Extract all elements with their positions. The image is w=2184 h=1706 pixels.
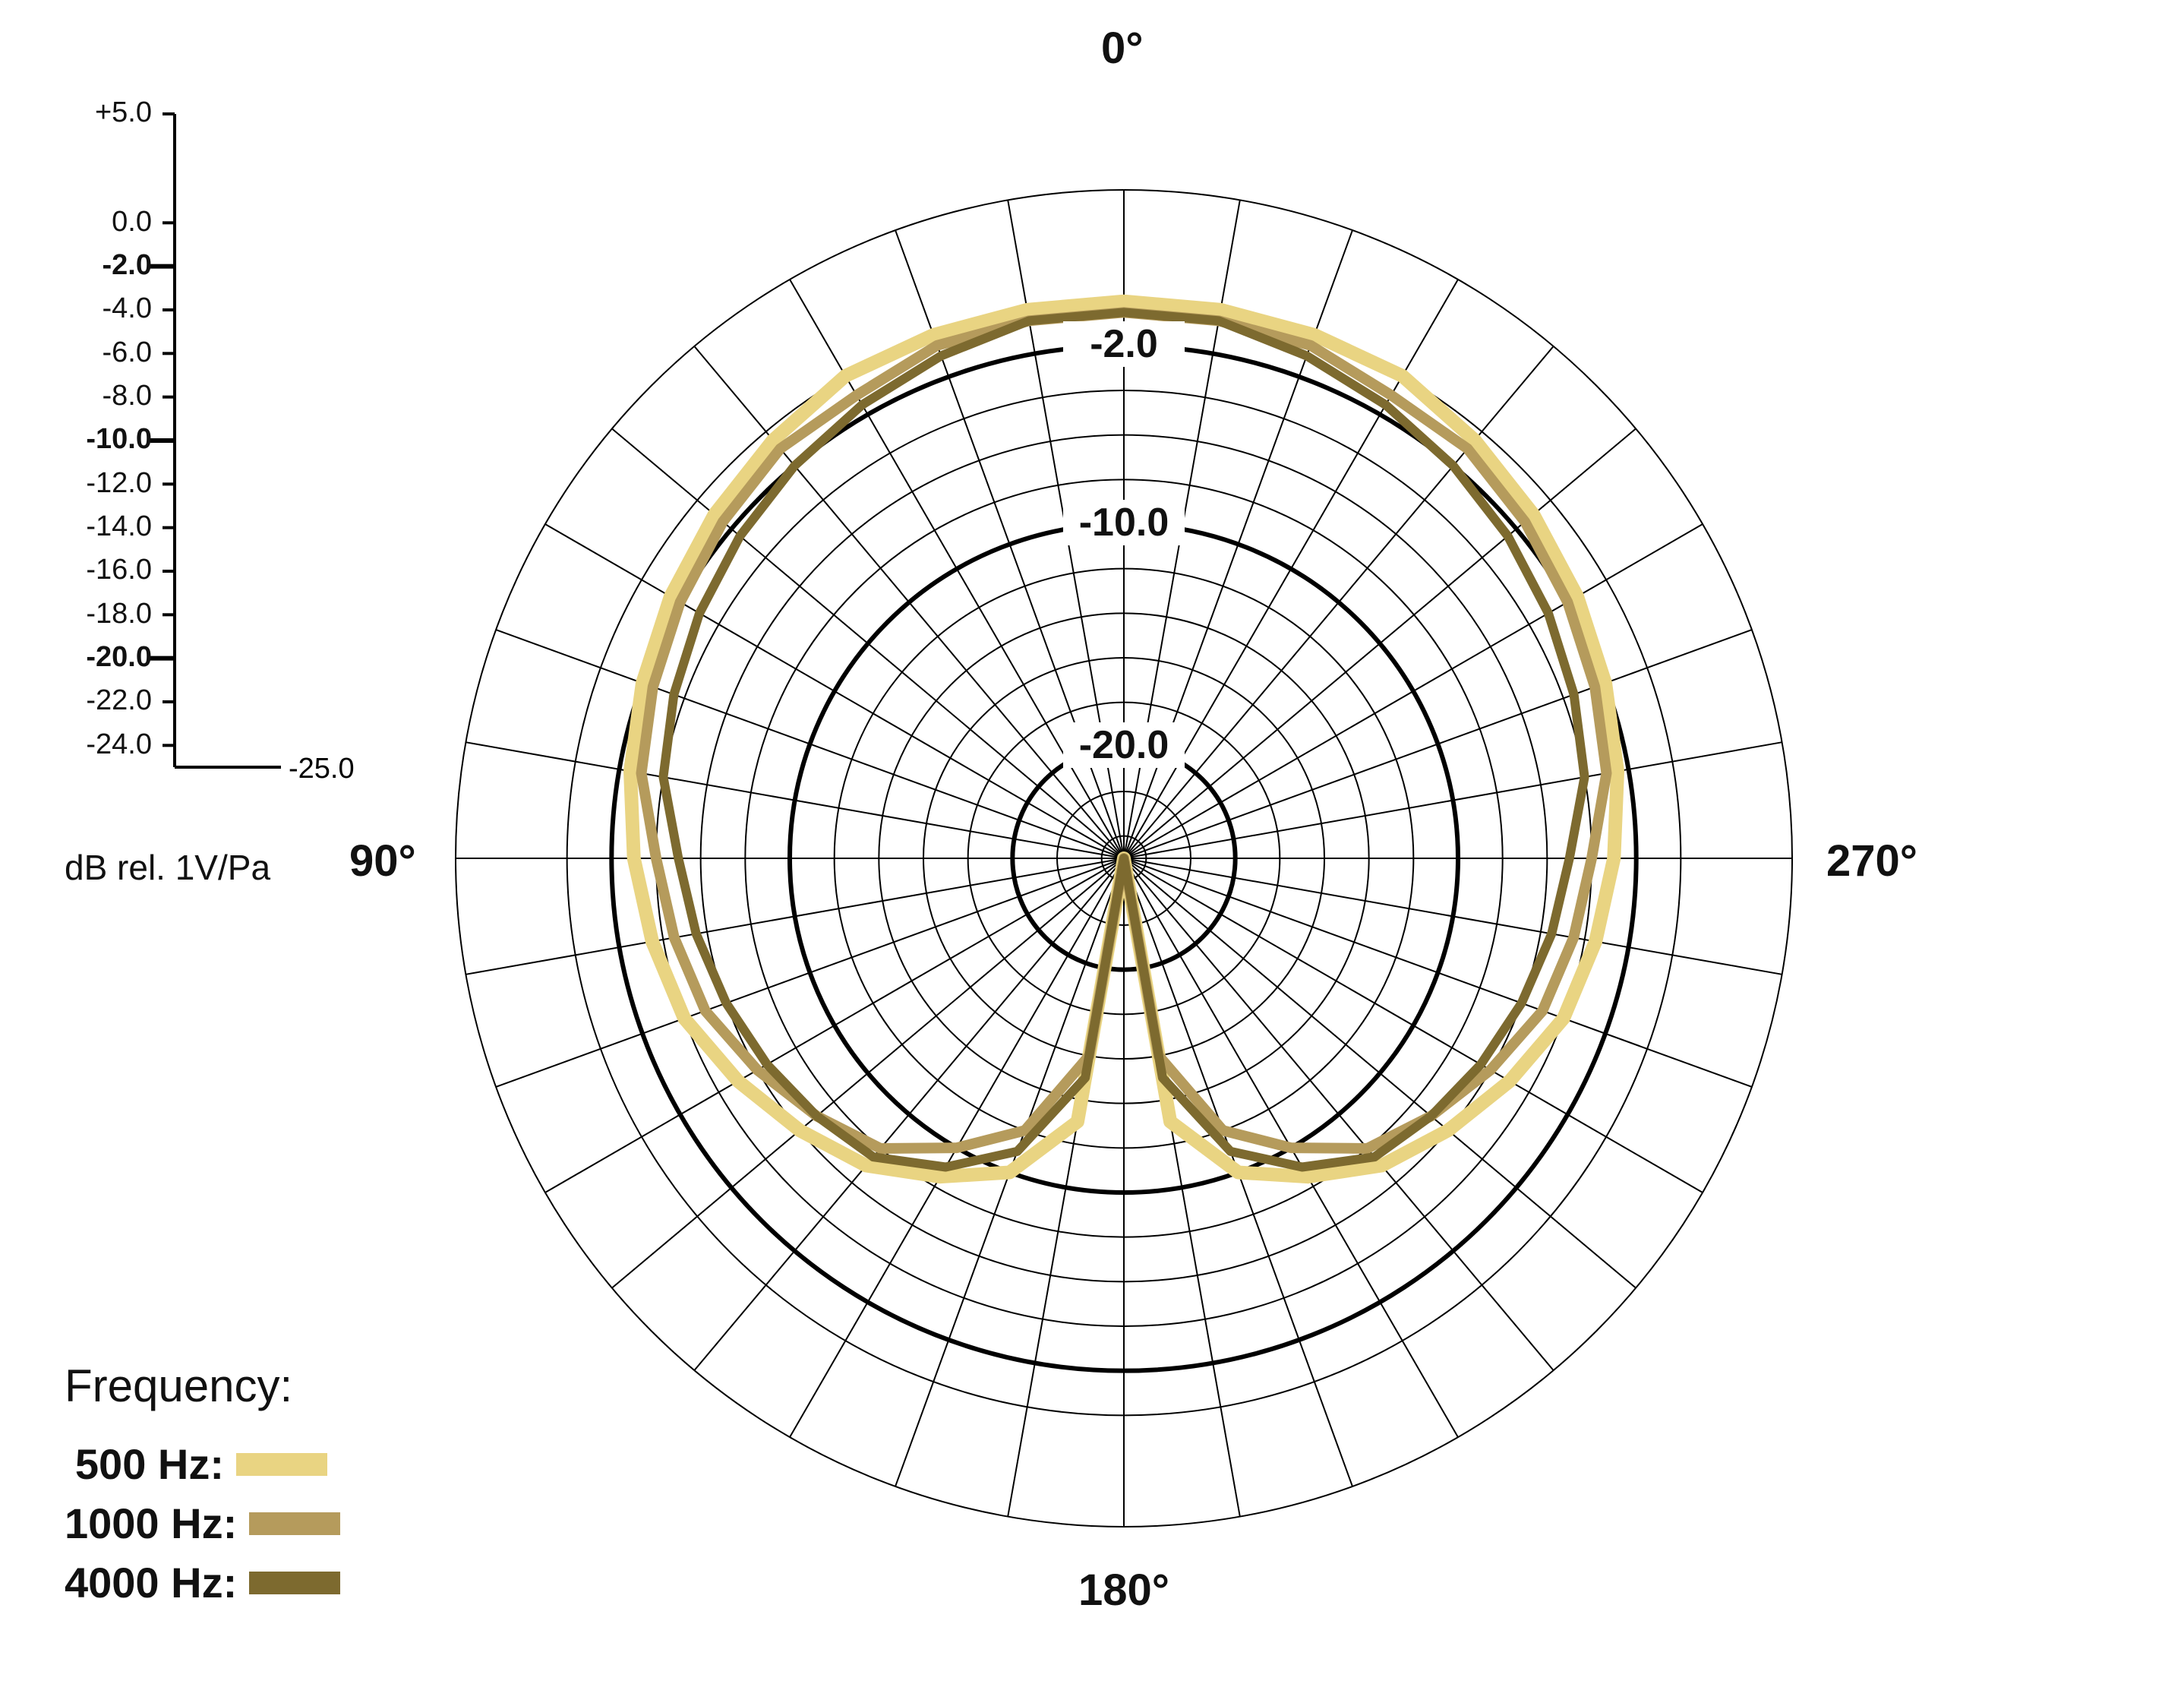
db-tick-label: -16.0 xyxy=(46,554,152,586)
db-tick-label: -10.0 xyxy=(46,423,152,456)
ring-label-10db: -10.0 xyxy=(1063,500,1185,545)
db-tick-label: -8.0 xyxy=(46,380,152,412)
ring-label-2db: -2.0 xyxy=(1063,321,1185,367)
legend-title: Frequency: xyxy=(65,1360,292,1412)
db-tick-label: -18.0 xyxy=(46,598,152,630)
legend-swatch xyxy=(249,1572,340,1594)
legend-item: 1000 Hz: xyxy=(65,1499,340,1548)
db-tick-label: -20.0 xyxy=(46,641,152,674)
legend-item: 500 Hz: xyxy=(65,1439,327,1489)
legend-item: 4000 Hz: xyxy=(65,1558,340,1607)
svg-text:-25.0: -25.0 xyxy=(289,753,355,785)
db-axis-unit: dB rel. 1V/Pa xyxy=(65,847,270,888)
db-tick-label: -14.0 xyxy=(46,510,152,543)
ring-label-20db: -20.0 xyxy=(1063,722,1185,768)
db-tick-label: -22.0 xyxy=(46,684,152,717)
polar-chart-page: 0° 270° 180° 90° -2.0 -10.0 -20.0 -25.0 … xyxy=(0,0,2184,1706)
legend-item-label: 4000 Hz: xyxy=(65,1558,237,1607)
legend-item-label: 500 Hz: xyxy=(65,1439,224,1489)
legend-swatch xyxy=(236,1453,327,1476)
db-tick-label: -12.0 xyxy=(46,467,152,500)
db-tick-label: +5.0 xyxy=(46,96,152,129)
db-tick-label: -2.0 xyxy=(46,249,152,282)
angle-label-bottom: 180° xyxy=(1078,1565,1169,1616)
angle-label-left: 90° xyxy=(349,836,416,886)
angle-label-top: 0° xyxy=(1101,23,1143,74)
legend-swatch xyxy=(249,1512,340,1535)
db-tick-label: 0.0 xyxy=(46,206,152,239)
db-tick-label: -6.0 xyxy=(46,336,152,369)
angle-label-right: 270° xyxy=(1826,836,1917,886)
db-tick-label: -4.0 xyxy=(46,292,152,325)
db-tick-label: -24.0 xyxy=(46,728,152,761)
legend-item-label: 1000 Hz: xyxy=(65,1499,237,1548)
